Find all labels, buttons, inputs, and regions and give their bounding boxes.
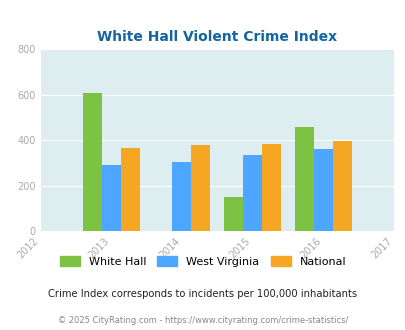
Text: © 2025 CityRating.com - https://www.cityrating.com/crime-statistics/: © 2025 CityRating.com - https://www.city… <box>58 316 347 325</box>
Bar <box>83 93 102 231</box>
Bar <box>332 141 351 231</box>
Bar <box>102 165 120 231</box>
Bar <box>294 127 313 231</box>
Bar <box>120 148 139 231</box>
Text: Crime Index corresponds to incidents per 100,000 inhabitants: Crime Index corresponds to incidents per… <box>48 289 357 299</box>
Title: White Hall Violent Crime Index: White Hall Violent Crime Index <box>97 30 337 44</box>
Legend: White Hall, West Virginia, National: White Hall, West Virginia, National <box>55 251 350 271</box>
Bar <box>313 149 332 231</box>
Bar <box>224 196 243 231</box>
Bar <box>172 162 191 231</box>
Bar <box>243 154 261 231</box>
Bar <box>191 145 210 231</box>
Bar <box>261 144 280 231</box>
